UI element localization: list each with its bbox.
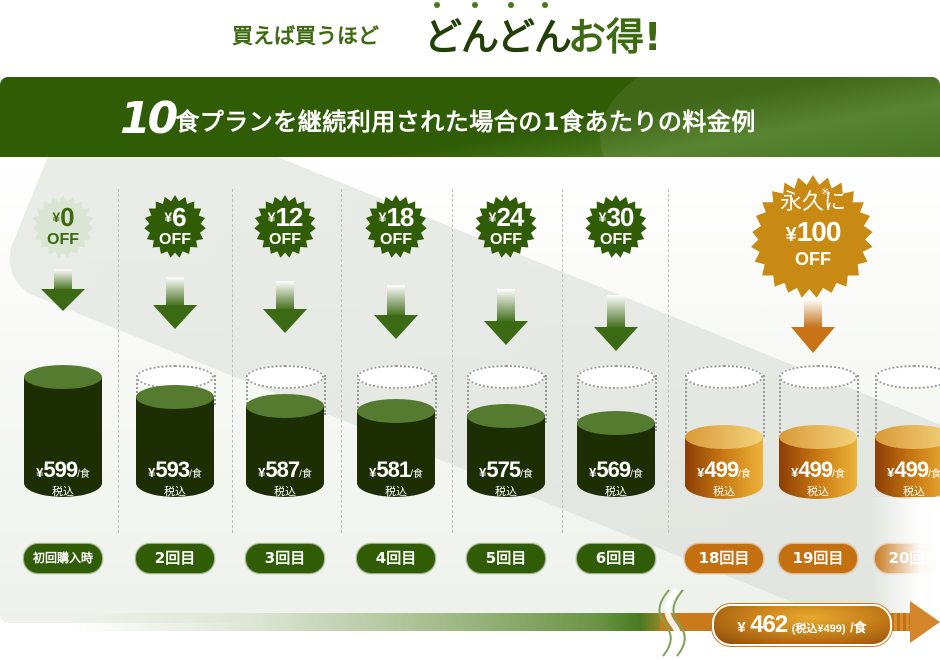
column-3rd: ¥12 OFF ¥587/食 税込 3回目: [235, 157, 335, 623]
price-cylinder: ¥587/食 税込: [246, 365, 326, 498]
price-label: ¥499/食 税込: [791, 457, 845, 498]
price-cylinder: ¥581/食 税込: [357, 365, 437, 498]
price-cylinder: ¥499/食 税込: [875, 365, 940, 499]
discount-badge: ¥30 OFF: [584, 195, 648, 259]
starburst-icon: [32, 195, 94, 258]
headline-tail: お得!: [568, 15, 662, 59]
down-arrow-icon: [263, 281, 307, 333]
break-squiggle-icon: [658, 588, 686, 658]
starburst-icon: [254, 195, 316, 258]
price-label: ¥575/食 税込: [479, 457, 533, 498]
column-6th: ¥30 OFF ¥569/食 税込 6回目: [566, 157, 666, 623]
discount-badge: ¥12 OFF: [253, 195, 317, 259]
price-label: ¥569/食 税込: [589, 457, 643, 498]
column-5th: ¥24 OFF ¥575/食 税込 5回目: [456, 157, 556, 623]
purchase-count-label: 18回目: [684, 543, 764, 574]
starburst-icon: [751, 175, 873, 298]
column-divider: [232, 189, 233, 533]
discount-badge: ¥6 OFF: [143, 195, 207, 259]
discount-badge: ¥18 OFF: [364, 195, 428, 259]
price-cylinder: ¥499/食 税込: [685, 365, 765, 499]
column-2nd: ¥6 OFF ¥593/食 税込 2回目: [125, 157, 225, 623]
final-price-pill: ¥ 462 (税込¥499) /食: [712, 604, 892, 646]
column-18th: ¥499/食 税込 18回目: [674, 157, 774, 623]
column-divider: [562, 189, 563, 533]
column-19th: ¥499/食 税込 19回目: [768, 157, 868, 623]
down-arrow-icon: [594, 295, 638, 351]
permanent-discount-badge: ※ 永久に ¥100 OFF: [751, 175, 875, 299]
price-label: ¥499/食 税込: [697, 457, 751, 498]
price-label: ¥581/食 税込: [369, 457, 423, 498]
purchase-count-label: 5回目: [466, 543, 546, 574]
starburst-icon: [475, 195, 537, 258]
purchase-count-label: 3回目: [245, 543, 325, 574]
column-divider: [452, 189, 453, 533]
column-divider: [341, 189, 342, 533]
price-cylinder: ¥575/食 税込: [467, 365, 547, 498]
column-divider: [668, 189, 669, 533]
price-label: ¥599/食 税込: [36, 457, 90, 498]
discount-badge: ¥0 OFF: [31, 195, 95, 259]
footnote-mark: ※: [821, 187, 830, 198]
down-arrow-icon: [153, 277, 197, 329]
starburst-icon: [144, 195, 206, 258]
purchase-count-label: 初回購入時: [23, 543, 103, 574]
headline-emphasis: どんどん: [424, 15, 572, 59]
progress-bar-green: [70, 613, 670, 631]
column-4th: ¥18 OFF ¥581/食 税込 4回目: [346, 157, 446, 623]
price-label: ¥593/食 税込: [148, 457, 202, 498]
price-label: ¥587/食 税込: [258, 457, 312, 498]
price-cylinder: ¥569/食 税込: [577, 365, 657, 498]
price-cylinder: ¥499/食 税込: [779, 365, 859, 499]
chart-title: 10食プランを継続利用された場合の1食あたりの料金例: [120, 93, 756, 144]
title-banner: 10食プランを継続利用された場合の1食あたりの料金例: [0, 77, 940, 157]
arrow-stripes: [888, 613, 914, 631]
purchase-count-label: 4回目: [356, 543, 436, 574]
chart-panel: ¥0 OFF ¥599/食 税込 初回購入時 ¥6 OFF ¥593/食 税込 2回目: [0, 157, 940, 623]
headline: 買えば買うほど どんどん お得!: [0, 0, 940, 70]
down-arrow-icon: [41, 269, 85, 311]
down-arrow-icon: [374, 285, 418, 339]
column-first-purchase: ¥0 OFF ¥599/食 税込 初回購入時: [13, 157, 113, 623]
starburst-icon: [365, 195, 427, 258]
column-divider: [118, 189, 119, 533]
headline-lead: 買えば買うほど: [232, 24, 379, 48]
down-arrow-icon: [484, 289, 528, 345]
price-cylinder: ¥593/食 税込: [136, 365, 216, 498]
arrow-head-icon: [910, 601, 940, 643]
purchase-count-label: 2回目: [135, 543, 215, 574]
purchase-count-label: 6回目: [576, 543, 656, 574]
price-cylinder: ¥599/食 税込: [24, 365, 102, 498]
price-label: ¥499/食 税込: [887, 457, 940, 498]
purchase-count-label: 19回目: [778, 543, 858, 574]
starburst-icon: [585, 195, 647, 258]
down-arrow-icon: [791, 299, 835, 353]
discount-badge: ¥24 OFF: [474, 195, 538, 259]
